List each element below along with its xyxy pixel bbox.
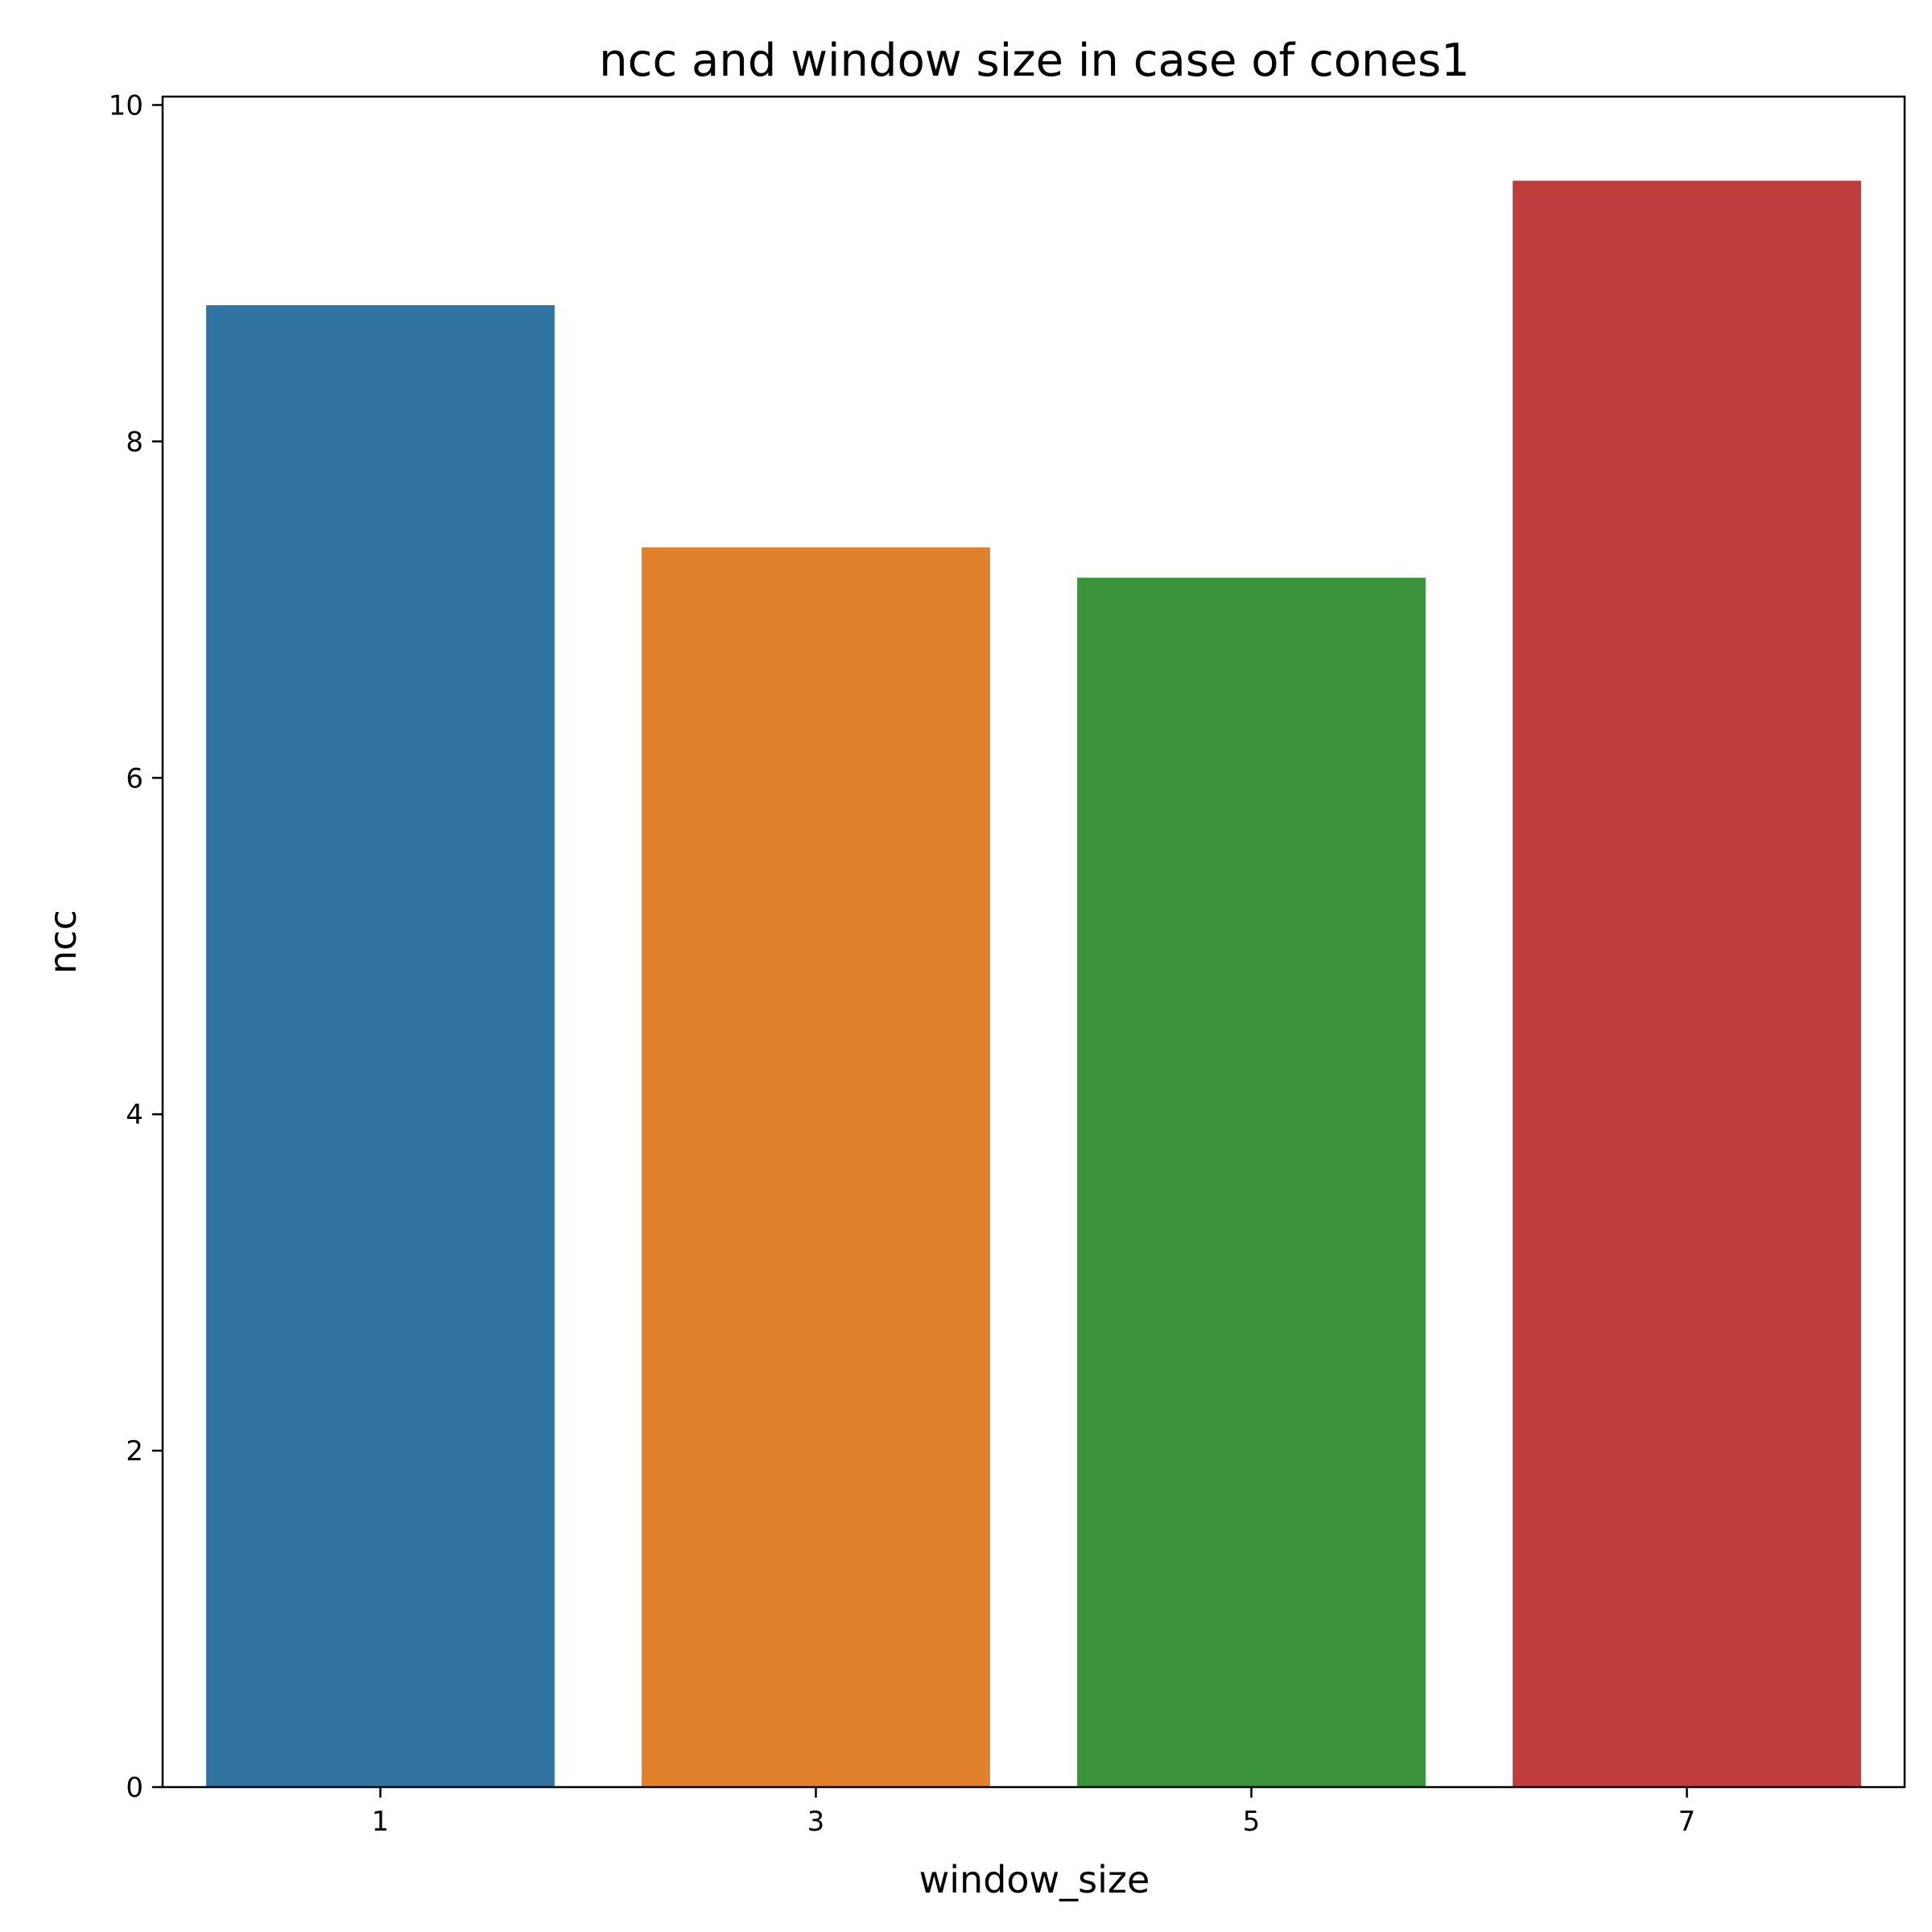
x-tick-label-1: 1 bbox=[372, 1806, 390, 1838]
y-tick-label-0: 0 bbox=[126, 1772, 143, 1804]
bar-1 bbox=[206, 305, 555, 1787]
plot-frame bbox=[161, 95, 1906, 1789]
x-axis-label: window_size bbox=[919, 1858, 1150, 1901]
bar-3 bbox=[642, 547, 990, 1787]
x-axis: 1 3 5 7 bbox=[372, 1787, 1696, 1838]
bar-7 bbox=[1513, 180, 1861, 1787]
bar-5 bbox=[1077, 577, 1426, 1787]
x-tick-label-3: 3 bbox=[807, 1806, 825, 1838]
bars-group bbox=[206, 180, 1861, 1787]
x-tick-label-5: 5 bbox=[1243, 1806, 1261, 1838]
y-tick-label-2: 2 bbox=[126, 1435, 143, 1468]
x-tick-label-7: 7 bbox=[1678, 1806, 1696, 1838]
y-axis-label: ncc bbox=[41, 910, 85, 974]
y-axis: 0 2 4 6 8 10 bbox=[109, 89, 163, 1804]
y-tick-label-6: 6 bbox=[126, 762, 143, 795]
chart-title: ncc and window size in case of cones1 bbox=[599, 35, 1470, 87]
y-tick-label-4: 4 bbox=[126, 1099, 143, 1131]
y-tick-label-8: 8 bbox=[126, 426, 143, 458]
y-tick-label-10: 10 bbox=[109, 89, 143, 122]
